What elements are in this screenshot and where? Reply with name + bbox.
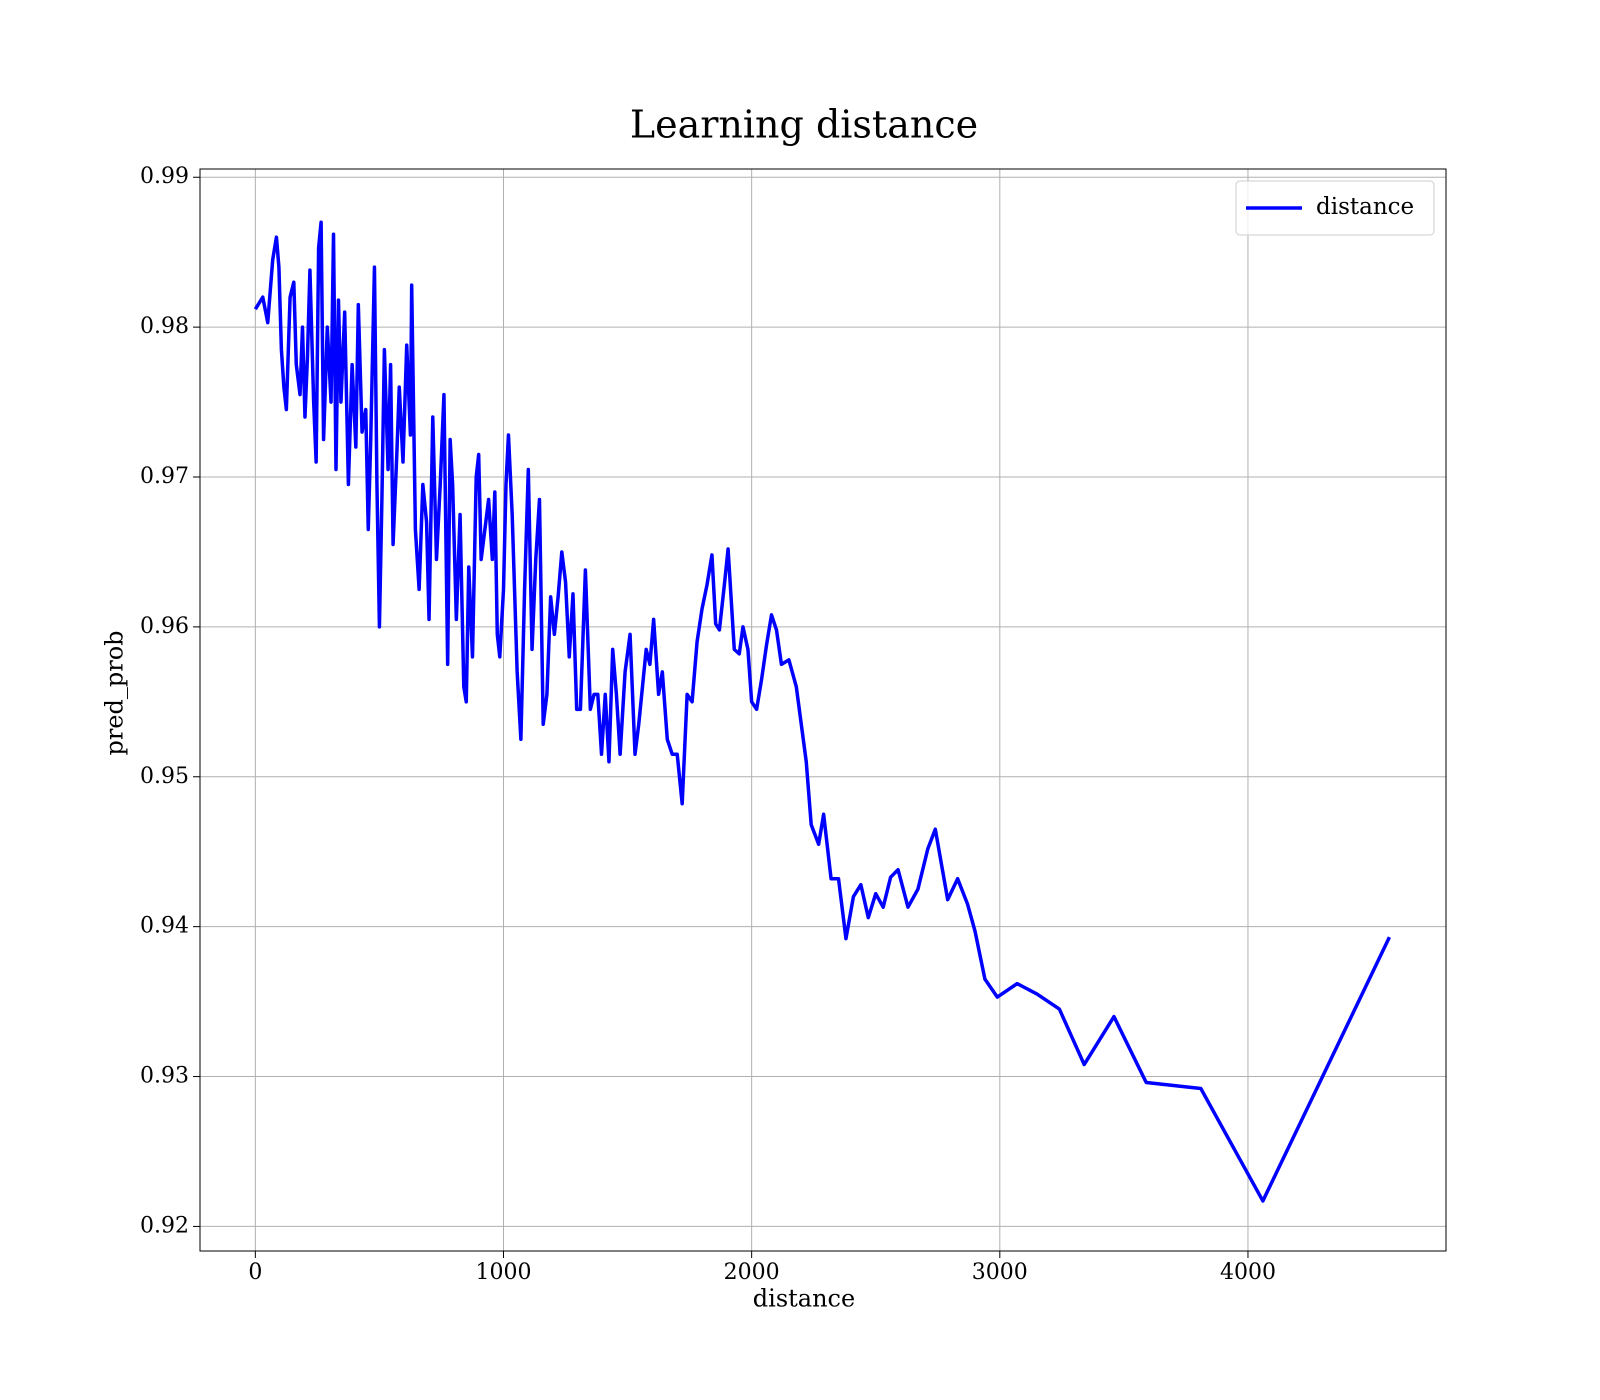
legend-label: distance: [1316, 194, 1414, 220]
y-tick-label: 0.92: [140, 1213, 189, 1238]
legend-box: [1235, 180, 1435, 236]
y-tick-label: 0.96: [140, 614, 189, 639]
x-tick-label: 0: [248, 1260, 262, 1285]
y-tick-label: 0.99: [140, 164, 189, 189]
plot-frame: [199, 168, 1447, 1252]
y-axis-label: pred_prob: [101, 630, 129, 755]
x-tick-label: 4000: [1220, 1260, 1276, 1285]
data-line: [253, 220, 1391, 1203]
x-axis-label: distance: [753, 1285, 855, 1313]
y-tick-label: 0.94: [140, 914, 189, 939]
chart-title: Learning distance: [630, 103, 978, 147]
x-tick-label: 3000: [972, 1260, 1028, 1285]
y-tick-label: 0.93: [140, 1064, 189, 1089]
y-tick-label: 0.95: [140, 764, 189, 789]
y-tick-label: 0.98: [140, 314, 189, 339]
x-tick-label: 1000: [475, 1260, 531, 1285]
x-tick-label: 2000: [724, 1260, 780, 1285]
y-tick-label: 0.97: [140, 464, 189, 489]
